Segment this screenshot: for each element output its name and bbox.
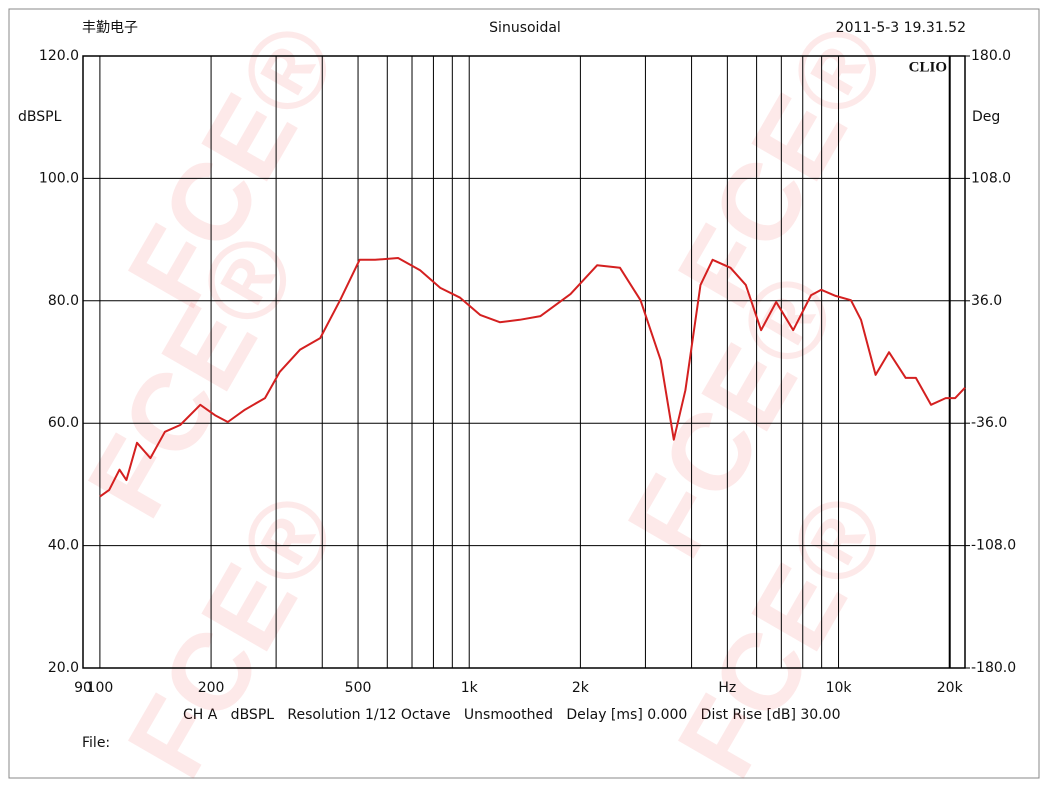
header-right: 2011-5-3 19.31.52 bbox=[836, 20, 966, 36]
file-label: File: bbox=[82, 735, 110, 751]
x-tick-label: 100 bbox=[87, 680, 114, 696]
y-tick-label: 80.0 bbox=[48, 293, 79, 309]
x-tick-label: 1k bbox=[461, 680, 479, 696]
response-curve bbox=[99, 257, 966, 498]
x-tick-label: 200 bbox=[198, 680, 225, 696]
x-tick-label: 500 bbox=[345, 680, 372, 696]
watermark: FCE® bbox=[64, 215, 321, 537]
x-tick-label: 90 bbox=[74, 680, 92, 696]
y-tick-label: 100.0 bbox=[39, 170, 79, 186]
y2-axis-label: Deg bbox=[972, 109, 1000, 125]
frame bbox=[8, 8, 1040, 779]
y2-tick-label: -180.0 bbox=[971, 660, 1016, 676]
y2-tick-label: 108.0 bbox=[971, 170, 1011, 186]
y2-tick-label: -36.0 bbox=[971, 415, 1007, 431]
y2-tick-label: 36.0 bbox=[971, 293, 1002, 309]
y-tick-label: 120.0 bbox=[39, 48, 79, 64]
y-tick-label: 60.0 bbox=[48, 415, 79, 431]
x-tick-label: 2k bbox=[572, 680, 590, 696]
y-tick-label: 20.0 bbox=[48, 660, 79, 676]
plot-frame bbox=[82, 55, 966, 669]
x-tick-label: 10k bbox=[826, 680, 853, 696]
header-left: 丰勤电子 bbox=[82, 20, 138, 36]
x-tick-label: 20k bbox=[937, 680, 964, 696]
y-axis-label: dBSPL bbox=[18, 109, 62, 125]
y2-tick-label: 180.0 bbox=[971, 48, 1011, 64]
footer: CH A dBSPL Resolution 1/12 Octave Unsmoo… bbox=[183, 707, 840, 723]
y-tick-label: 40.0 bbox=[48, 538, 79, 554]
y2-tick-label: -108.0 bbox=[971, 538, 1016, 554]
logo: CLIO bbox=[909, 59, 947, 75]
x-tick-label: Hz bbox=[718, 680, 736, 696]
chart-title: Sinusoidal bbox=[489, 20, 561, 36]
